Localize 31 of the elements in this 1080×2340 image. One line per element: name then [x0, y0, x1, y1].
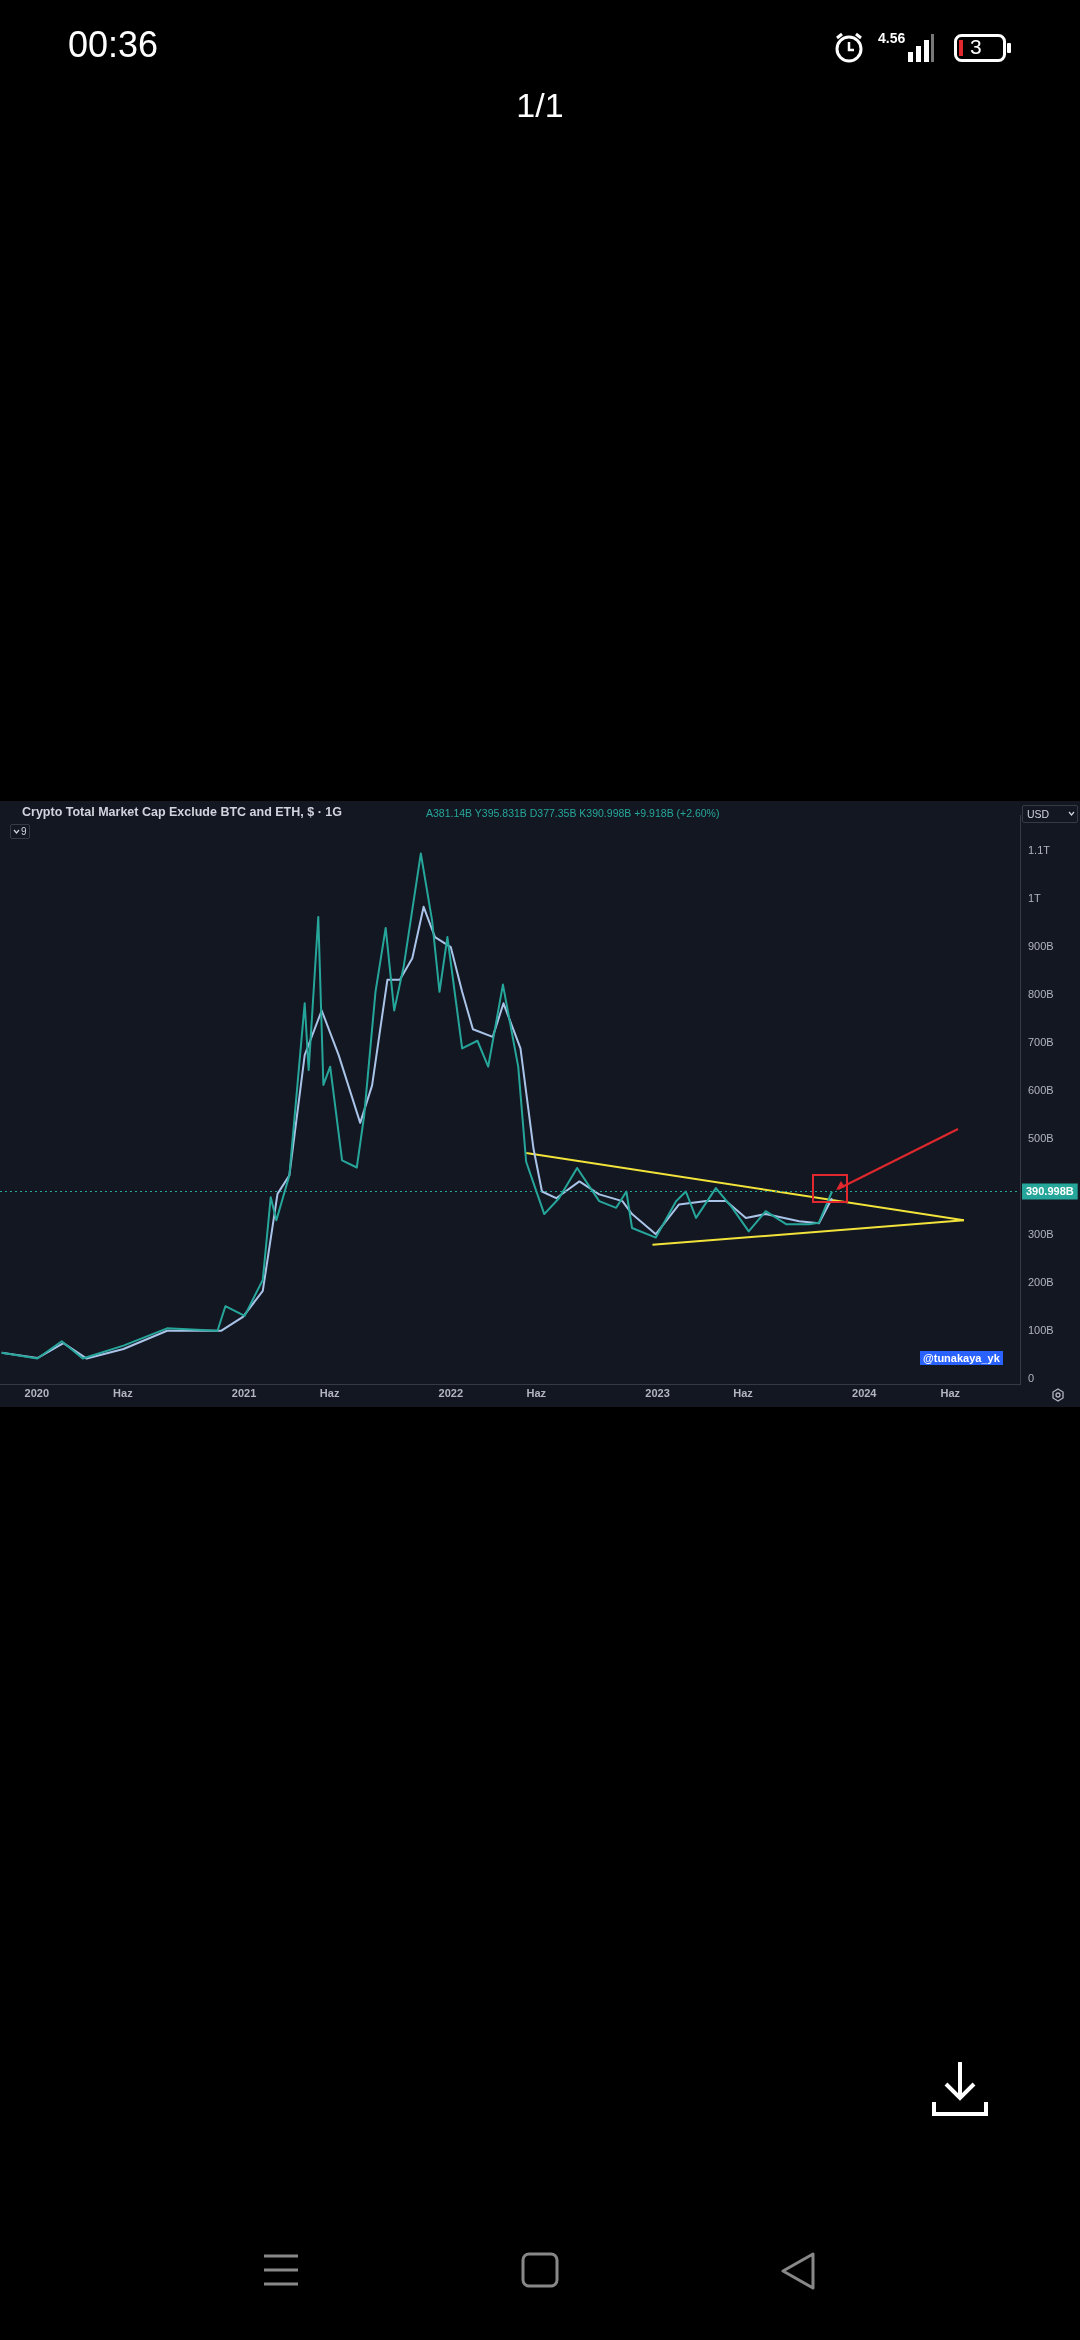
x-tick-label: Haz — [113, 1386, 134, 1399]
y-tick-label: 800B — [1028, 988, 1054, 1001]
x-tick-label: Haz — [319, 1386, 340, 1399]
chart-title: Crypto Total Market Cap Exclude BTC and ETH, $ · 1G — [22, 805, 342, 819]
x-tick-label: Haz — [733, 1386, 754, 1399]
y-tick-label: 300B — [1028, 1228, 1054, 1241]
x-tick-label: 2021 — [231, 1386, 257, 1399]
y-tick-label: 100B — [1028, 1324, 1054, 1337]
y-tick-label: 200B — [1028, 1276, 1054, 1289]
y-tick-label: 0 — [1028, 1372, 1035, 1385]
y-tick-label: 1.1T — [1028, 844, 1051, 857]
x-tick-label: 2020 — [24, 1386, 50, 1399]
x-tick-label: 2024 — [852, 1386, 878, 1399]
y-tick-label: 700B — [1028, 1036, 1054, 1049]
text: 00:36 — [68, 24, 159, 66]
annotation: A381.14B Y395.831B D377.35B K390.998B +9.918B (+2.60%) — [426, 807, 720, 819]
y-tick-label: 600B — [1028, 1084, 1054, 1097]
y-tick-label: 1T — [1028, 892, 1042, 905]
text: USD — [1022, 805, 1078, 823]
text: 4.56 — [878, 30, 906, 46]
x-tick-label: Haz — [526, 1386, 547, 1399]
x-tick-label: Haz — [940, 1386, 961, 1399]
y-tick-label: 500B — [1028, 1132, 1054, 1145]
ref-line-label: 390.998B — [1026, 1184, 1074, 1197]
y-tick-label: 900B — [1028, 940, 1054, 953]
annotation: @tunakaya_yk — [920, 1351, 1003, 1365]
text: 1/1 — [515, 86, 565, 125]
x-tick-label: 2022 — [438, 1386, 464, 1399]
annotation: 9 — [10, 824, 30, 839]
text: 3 — [970, 35, 982, 59]
x-tick-label: 2023 — [645, 1386, 670, 1399]
